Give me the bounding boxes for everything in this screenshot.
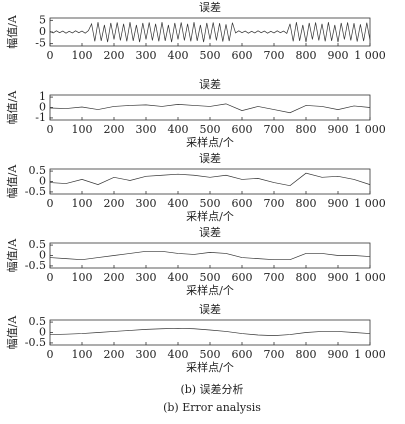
x-tick-label: 700 bbox=[264, 197, 285, 210]
x-tick-label: 1 000 bbox=[354, 197, 386, 210]
x-tick-label: 800 bbox=[296, 123, 317, 136]
x-tick-label: 900 bbox=[328, 197, 349, 210]
error-line bbox=[49, 103, 371, 114]
y-tick-label: 0 bbox=[39, 101, 46, 114]
error-line bbox=[49, 327, 371, 336]
error-line bbox=[49, 250, 371, 261]
x-tick-label: 600 bbox=[232, 123, 253, 136]
y-tick-label: 0 bbox=[39, 25, 46, 38]
x-tick-label: 300 bbox=[136, 197, 157, 210]
x-tick-label: 300 bbox=[136, 49, 157, 62]
x-tick-label: 100 bbox=[72, 123, 93, 136]
x-tick-label: 800 bbox=[296, 271, 317, 284]
x-tick-label: 300 bbox=[136, 123, 157, 136]
x-tick-label: 900 bbox=[328, 49, 349, 62]
y-axis-label: 幅值/A bbox=[6, 238, 19, 273]
y-axis-label: 幅值/A bbox=[6, 14, 19, 49]
x-tick-label: 500 bbox=[200, 49, 221, 62]
x-tick-label: 0 bbox=[47, 348, 54, 361]
x-tick-label: 500 bbox=[200, 271, 221, 284]
x-tick-label: 1 000 bbox=[354, 49, 386, 62]
x-tick-label: 200 bbox=[104, 49, 125, 62]
x-tick-label: 200 bbox=[104, 123, 125, 136]
x-tick-label: 700 bbox=[264, 271, 285, 284]
x-tick-label: 0 bbox=[47, 197, 54, 210]
y-tick-label: -1 bbox=[35, 111, 46, 124]
x-tick-label: 700 bbox=[264, 49, 285, 62]
x-tick-label: 100 bbox=[72, 49, 93, 62]
x-tick-label: 600 bbox=[232, 348, 253, 361]
x-tick-label: 0 bbox=[47, 123, 54, 136]
axes-frame bbox=[49, 168, 371, 195]
x-tick-label: 400 bbox=[168, 348, 189, 361]
chart-title: 误差 bbox=[199, 151, 221, 165]
y-tick-label: -0.5 bbox=[25, 336, 46, 349]
x-tick-label: 100 bbox=[72, 348, 93, 361]
y-axis-label: 幅值/A bbox=[6, 164, 19, 199]
x-tick-label: 200 bbox=[104, 271, 125, 284]
y-tick-label: 0.5 bbox=[29, 238, 47, 251]
x-tick-label: 100 bbox=[72, 271, 93, 284]
x-tick-label: 100 bbox=[72, 197, 93, 210]
x-tick-label: 900 bbox=[328, 348, 349, 361]
x-tick-label: 400 bbox=[168, 123, 189, 136]
y-axis-label: 幅值/A bbox=[6, 315, 19, 350]
y-tick-label: 1 bbox=[39, 90, 46, 103]
x-tick-label: 600 bbox=[232, 197, 253, 210]
x-axis-label: 采样点/个 bbox=[186, 209, 234, 223]
x-tick-label: 800 bbox=[296, 49, 317, 62]
caption-en: (b) Error analysis bbox=[163, 401, 261, 414]
x-tick-label: 600 bbox=[232, 49, 253, 62]
x-tick-label: 300 bbox=[136, 271, 157, 284]
y-tick-label: 0 bbox=[39, 175, 46, 188]
chart-title: 误差 bbox=[199, 225, 221, 239]
y-tick-label: 0 bbox=[39, 326, 46, 339]
x-tick-label: 500 bbox=[200, 123, 221, 136]
x-tick-label: 600 bbox=[232, 271, 253, 284]
x-tick-label: 200 bbox=[104, 197, 125, 210]
x-tick-label: 700 bbox=[264, 123, 285, 136]
x-tick-label: 1 000 bbox=[354, 348, 386, 361]
y-axis-label: 幅值/A bbox=[6, 90, 19, 125]
x-tick-label: 500 bbox=[200, 197, 221, 210]
x-tick-label: 700 bbox=[264, 348, 285, 361]
y-tick-label: -0.5 bbox=[25, 259, 46, 272]
x-tick-label: 500 bbox=[200, 348, 221, 361]
x-tick-label: 400 bbox=[168, 197, 189, 210]
chart-title: 误差 bbox=[199, 0, 221, 14]
y-tick-label: -0.5 bbox=[25, 185, 46, 198]
x-tick-label: 400 bbox=[168, 49, 189, 62]
x-axis-label: 采样点/个 bbox=[186, 135, 234, 149]
axes-frame bbox=[49, 94, 371, 121]
x-tick-label: 400 bbox=[168, 271, 189, 284]
x-tick-label: 900 bbox=[328, 271, 349, 284]
x-tick-label: 900 bbox=[328, 123, 349, 136]
x-tick-label: 0 bbox=[47, 49, 54, 62]
x-tick-label: 800 bbox=[296, 197, 317, 210]
y-tick-label: 0.5 bbox=[29, 315, 47, 328]
chart-title: 误差 bbox=[199, 302, 221, 316]
y-tick-label: -5 bbox=[35, 37, 46, 50]
x-tick-label: 1 000 bbox=[354, 123, 386, 136]
caption-cn: (b) 误差分析 bbox=[180, 382, 243, 396]
x-tick-label: 0 bbox=[47, 271, 54, 284]
chart-title: 误差 bbox=[199, 77, 221, 91]
y-tick-label: 0 bbox=[39, 249, 46, 262]
x-tick-label: 1 000 bbox=[354, 271, 386, 284]
y-tick-label: 5 bbox=[39, 13, 46, 26]
error-line bbox=[49, 172, 371, 187]
axes-frame bbox=[49, 242, 371, 269]
x-axis-label: 采样点/个 bbox=[186, 283, 234, 297]
x-tick-label: 800 bbox=[296, 348, 317, 361]
error-line bbox=[49, 22, 371, 43]
x-tick-label: 200 bbox=[104, 348, 125, 361]
y-tick-label: 0.5 bbox=[29, 164, 47, 177]
x-tick-label: 300 bbox=[136, 348, 157, 361]
x-axis-label: 采样点/个 bbox=[186, 360, 234, 374]
